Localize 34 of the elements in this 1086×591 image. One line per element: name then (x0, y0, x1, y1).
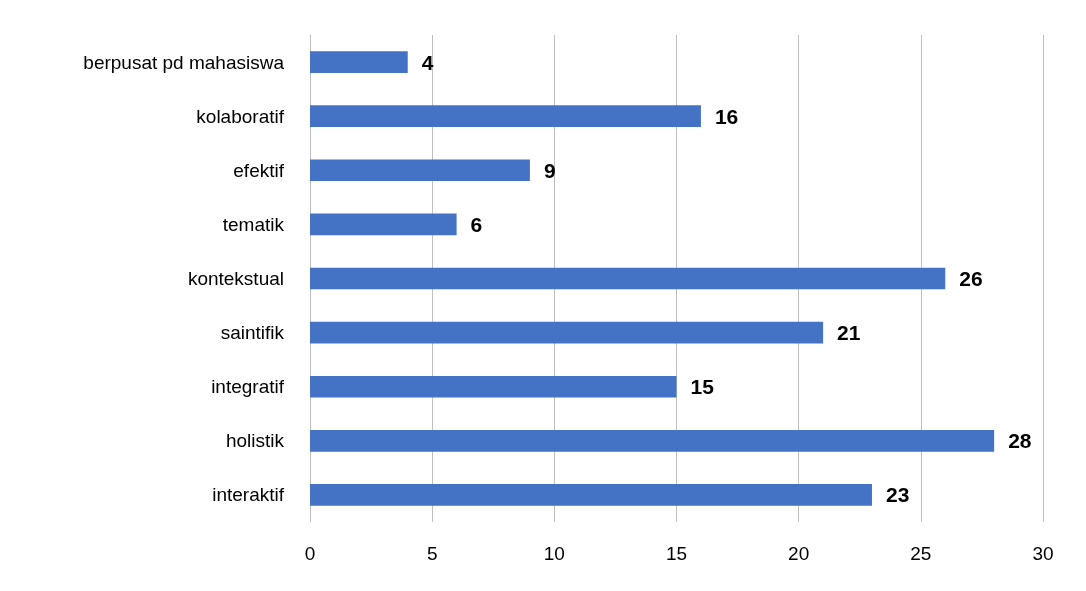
bar (310, 159, 530, 182)
data-label: 28 (1008, 429, 1032, 453)
data-label: 15 (690, 375, 715, 399)
bar (310, 430, 995, 452)
y-tick-label: tematik (222, 213, 285, 235)
bar (310, 213, 457, 236)
x-tick-label: 20 (788, 543, 810, 564)
bar (310, 321, 824, 344)
bar (310, 105, 701, 127)
bar (310, 51, 408, 73)
x-tick-label: 5 (426, 543, 438, 564)
x-tick-label: 15 (665, 543, 688, 564)
y-tick-label: interaktif (212, 484, 285, 506)
x-tick-label: 0 (304, 543, 316, 564)
data-label: 6 (470, 212, 483, 236)
y-tick-label: integratif (211, 376, 285, 398)
data-label: 9 (543, 158, 556, 182)
data-label: 21 (837, 321, 861, 345)
bar (310, 267, 946, 290)
y-tick-label: berpusat pd mahasiswa (83, 51, 285, 73)
x-tick-label: 30 (1032, 543, 1054, 564)
x-tick-label: 25 (910, 543, 932, 564)
x-tick-label: 10 (543, 543, 565, 564)
y-tick-label: saintifik (220, 322, 285, 344)
data-label: 16 (714, 104, 739, 128)
y-tick-label: efektif (233, 159, 285, 181)
bar (310, 484, 872, 506)
y-tick-label: holistik (225, 430, 285, 452)
y-tick-label: kontekstual (187, 268, 284, 289)
y-tick-label: kolaboratif (196, 105, 285, 127)
bar (310, 375, 677, 398)
data-label: 26 (959, 267, 983, 290)
data-label: 23 (885, 483, 910, 507)
data-label: 4 (421, 50, 434, 74)
